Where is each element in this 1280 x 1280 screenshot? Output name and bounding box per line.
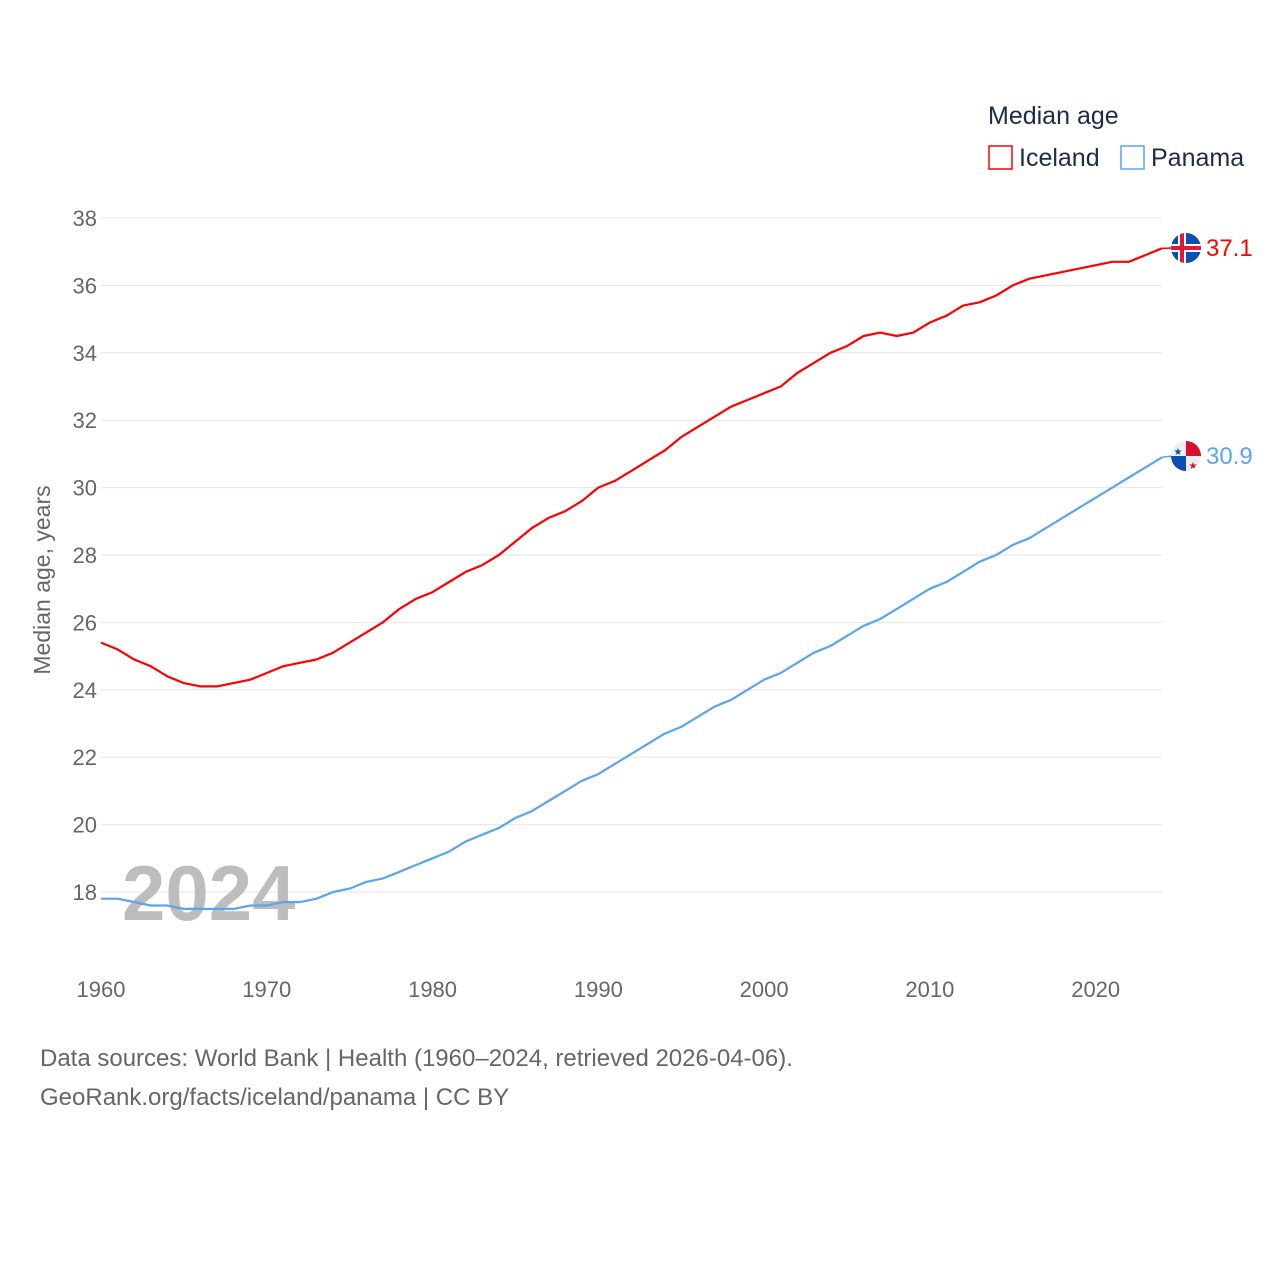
x-tick-label: 2000 — [740, 977, 789, 1002]
x-tick-label: 2020 — [1071, 977, 1120, 1002]
grid-lines — [101, 217, 1162, 893]
y-tick-label: 32 — [73, 408, 97, 433]
x-tick-label: 1960 — [77, 977, 126, 1002]
data-source-note: Data sources: World Bank | Health (1960–… — [40, 1045, 793, 1072]
svg-text:★: ★ — [1174, 447, 1183, 458]
y-axis-label: Median age, years — [29, 485, 55, 674]
y-tick-label: 18 — [73, 880, 97, 905]
iceland-flag-icon — [1171, 233, 1201, 263]
y-tick-label: 20 — [73, 813, 97, 838]
watermark-year: 2024 — [122, 849, 296, 937]
legend-swatch-iceland — [988, 145, 1013, 170]
legend-label-panama: Panama — [1151, 144, 1244, 172]
legend-label-iceland: Iceland — [1019, 144, 1100, 172]
y-tick-label: 22 — [73, 745, 97, 770]
legend-item-panama[interactable]: Panama — [1120, 144, 1244, 172]
y-tick-label: 36 — [73, 273, 97, 298]
series-line-iceland — [100, 247, 1163, 688]
y-axis: 18 20 22 24 26 28 30 32 34 36 38 — [73, 206, 97, 905]
x-tick-label: 1980 — [408, 977, 457, 1002]
svg-text:★: ★ — [1189, 461, 1198, 472]
end-value-label-iceland: 37.1 — [1206, 235, 1253, 262]
panama-flag-icon: ★ ★ — [1171, 441, 1201, 472]
attribution-note: GeoRank.org/facts/iceland/panama | CC BY — [40, 1084, 510, 1111]
y-tick-label: 38 — [73, 206, 97, 231]
end-value-label-panama: 30.9 — [1206, 443, 1253, 470]
legend-item-iceland[interactable]: Iceland — [988, 144, 1100, 172]
x-tick-label: 2010 — [905, 977, 954, 1002]
y-tick-label: 28 — [73, 543, 97, 568]
y-tick-label: 34 — [73, 341, 97, 366]
legend-swatch-panama — [1120, 145, 1145, 170]
x-tick-label: 1990 — [574, 977, 623, 1002]
y-tick-label: 26 — [73, 610, 97, 635]
legend-title: Median age — [988, 102, 1119, 130]
y-tick-label: 24 — [73, 678, 97, 703]
end-connector — [1161, 455, 1173, 459]
y-tick-label: 30 — [73, 476, 97, 501]
x-tick-label: 1970 — [242, 977, 291, 1002]
series-line-panama — [101, 456, 1163, 911]
x-axis: 1960 1970 1980 1990 2000 2010 2020 — [77, 977, 1121, 1002]
